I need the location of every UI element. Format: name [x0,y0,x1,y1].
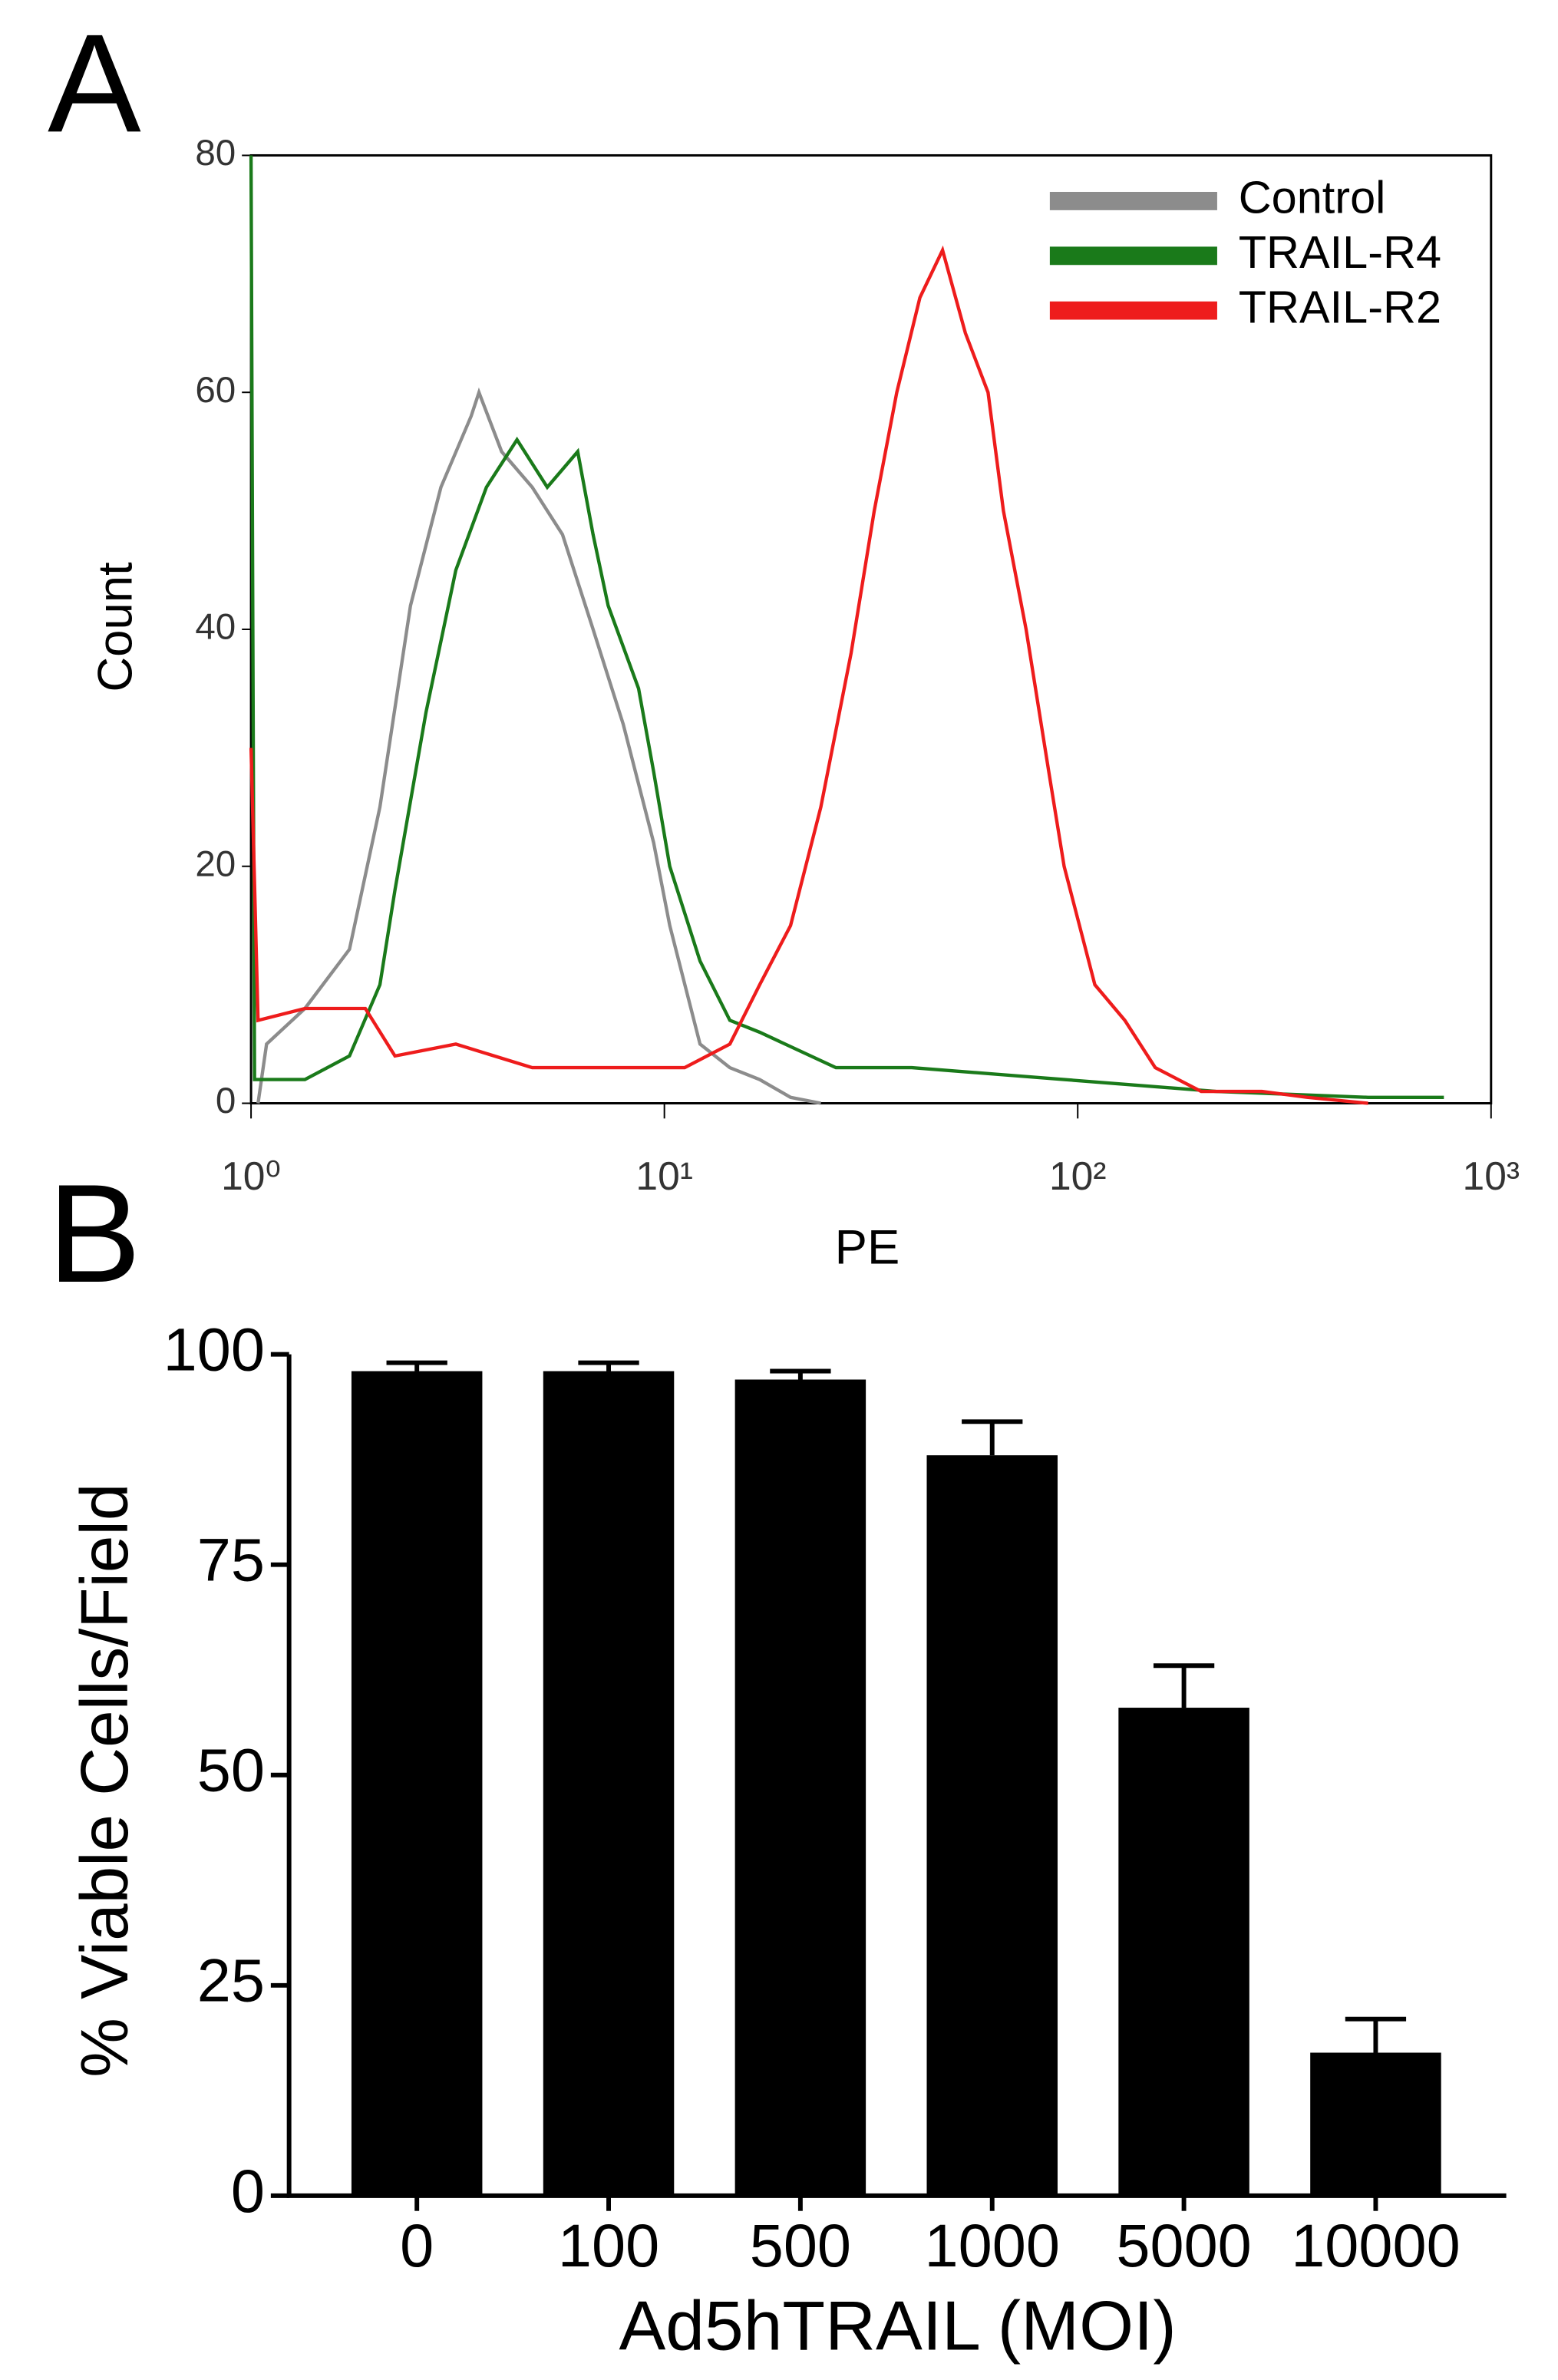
x-tick-label: 5000 [1116,2211,1251,2279]
y-axis-label: % Viable Cells/Field [68,1484,142,2078]
series-line [249,155,1444,1099]
x-axis-label: Ad5hTRAIL (MOI) [619,2286,1176,2365]
bar [734,1379,866,2196]
y-axis-label: Count [88,562,142,692]
error-bar [770,1368,831,1380]
panel-label: B [48,1155,141,1312]
error-bar [578,1360,639,1372]
x-tick-label: 10² [1049,1154,1106,1198]
x-tick-label: 10000 [1291,2211,1460,2279]
y-tick-label: 60 [195,370,236,411]
error-bar [386,1360,447,1372]
y-tick-label: 80 [195,133,236,173]
error-bar [1345,2016,1407,2053]
error-bar [962,1419,1023,1456]
legend-label: TRAIL-R2 [1239,281,1441,332]
x-tick-label: 100 [558,2211,659,2279]
x-axis-label: PE [835,1221,900,1275]
legend-label: Control [1239,172,1386,223]
bar [926,1455,1058,2196]
x-tick-label: 10¹ [635,1154,692,1198]
y-tick-label: 40 [195,607,236,648]
x-tick-label: 10⁰ [221,1154,281,1198]
error-bar [1153,1663,1215,1708]
bar [351,1371,483,2196]
bar [1118,1708,1249,2196]
legend-label: TRAIL-R4 [1239,226,1441,278]
bar [543,1371,675,2196]
x-tick-label: 10³ [1463,1154,1520,1198]
series-line [256,387,821,1105]
y-tick-label: 25 [197,1946,265,2015]
y-tick-label: 50 [197,1736,265,1804]
x-tick-label: 1000 [925,2211,1060,2279]
y-tick-label: 75 [197,1526,265,1594]
x-tick-label: 500 [750,2211,851,2279]
y-tick-label: 20 [195,843,236,884]
y-tick-label: 0 [231,2157,265,2225]
series-line [249,245,1368,1105]
y-tick-label: 100 [163,1315,265,1384]
x-tick-label: 0 [400,2211,434,2279]
y-tick-label: 0 [216,1081,236,1121]
panel-label: A [48,5,141,161]
bar [1310,2052,1441,2196]
